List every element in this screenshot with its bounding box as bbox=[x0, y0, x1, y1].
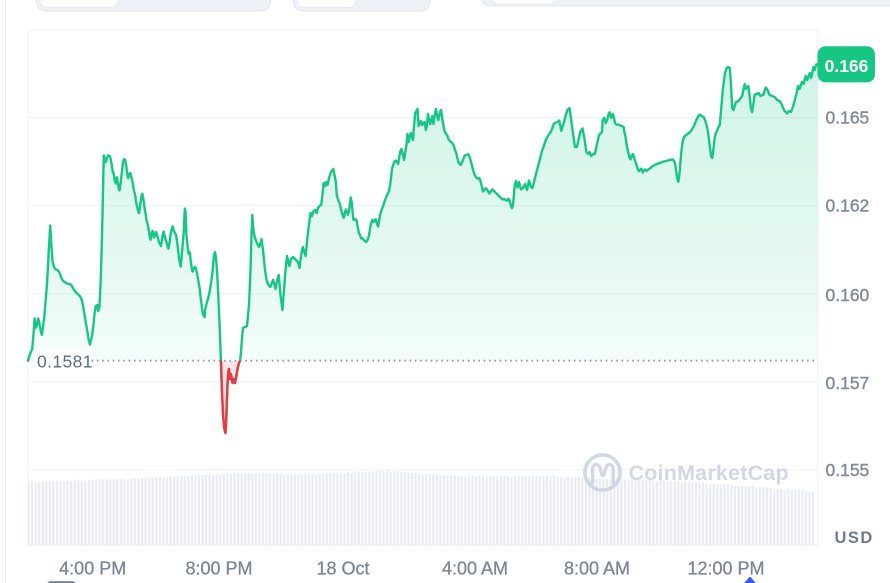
svg-text:0.162: 0.162 bbox=[826, 196, 870, 216]
svg-text:USD: USD bbox=[835, 529, 874, 547]
svg-text:0.155: 0.155 bbox=[826, 460, 870, 480]
svg-text:4:00 PM: 4:00 PM bbox=[59, 558, 126, 578]
svg-text:8:00 PM: 8:00 PM bbox=[185, 558, 252, 578]
svg-text:0.165: 0.165 bbox=[826, 108, 870, 128]
svg-text:12:00 PM: 12:00 PM bbox=[687, 558, 764, 578]
svg-text:CoinMarketCap: CoinMarketCap bbox=[629, 461, 789, 485]
svg-text:0.166: 0.166 bbox=[825, 56, 869, 76]
svg-text:0.160: 0.160 bbox=[826, 285, 870, 305]
svg-text:18 Oct: 18 Oct bbox=[316, 558, 369, 578]
svg-text:0.157: 0.157 bbox=[826, 373, 870, 393]
svg-text:8:00 AM: 8:00 AM bbox=[564, 558, 630, 578]
svg-text:0.1581: 0.1581 bbox=[37, 351, 93, 371]
svg-text:4:00 AM: 4:00 AM bbox=[442, 558, 508, 578]
